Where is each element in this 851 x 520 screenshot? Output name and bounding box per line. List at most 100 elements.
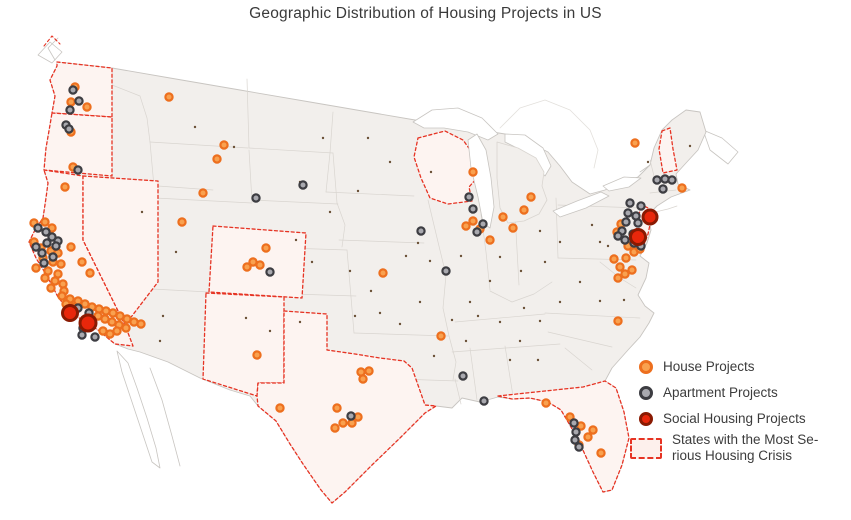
apartment-project-marker bbox=[42, 238, 52, 248]
apartment-project-marker bbox=[625, 198, 635, 208]
city-dot bbox=[476, 314, 480, 318]
city-dot bbox=[429, 170, 433, 174]
house-project-marker bbox=[252, 350, 262, 360]
apartment-project-marker bbox=[74, 96, 84, 106]
apartment-project-marker bbox=[574, 442, 584, 452]
state-border bbox=[448, 335, 457, 381]
apartment-project-marker bbox=[621, 217, 631, 227]
city-dot bbox=[418, 300, 422, 304]
legend-label-crisis: States with the Most Se- rious Housing C… bbox=[672, 432, 818, 464]
city-dot bbox=[416, 241, 420, 245]
vancouver-island bbox=[37, 41, 63, 64]
state-border bbox=[336, 202, 346, 248]
crisis-state-swatch-icon bbox=[630, 437, 662, 459]
apartment-project-marker bbox=[652, 175, 662, 185]
house-project-marker bbox=[358, 374, 368, 384]
house-project-marker bbox=[519, 205, 529, 215]
apartment-project-marker bbox=[479, 396, 489, 406]
house-project-marker bbox=[121, 323, 131, 333]
state-border bbox=[454, 313, 546, 323]
city-dot bbox=[578, 280, 582, 284]
apartment-project-marker bbox=[571, 427, 581, 437]
city-dot bbox=[428, 259, 432, 263]
great-lake bbox=[602, 176, 642, 192]
city-dot bbox=[522, 306, 526, 310]
state-border bbox=[149, 141, 249, 149]
house-marker-icon bbox=[639, 360, 653, 374]
canada-ontario-outline bbox=[499, 99, 599, 169]
crisis-coast-detail bbox=[43, 35, 61, 47]
house-project-marker bbox=[60, 182, 70, 192]
apartment-project-marker bbox=[464, 192, 474, 202]
legend-item-apartment: Apartment Projects bbox=[630, 380, 845, 406]
legend-item-social: Social Housing Projects bbox=[630, 406, 845, 432]
state-border bbox=[325, 191, 415, 197]
house-project-marker bbox=[136, 319, 146, 329]
house-project-marker bbox=[332, 403, 342, 413]
legend-label-crisis-line2: rious Housing Crisis bbox=[672, 448, 793, 464]
house-project-marker bbox=[596, 448, 606, 458]
city-dot bbox=[622, 298, 626, 302]
house-project-marker bbox=[40, 273, 50, 283]
city-dot bbox=[688, 144, 692, 148]
house-project-marker bbox=[31, 263, 41, 273]
house-project-marker bbox=[66, 242, 76, 252]
house-project-marker bbox=[338, 418, 348, 428]
house-project-marker bbox=[677, 183, 687, 193]
legend-item-house: House Projects bbox=[630, 354, 845, 380]
state-border bbox=[151, 288, 210, 293]
state-border bbox=[248, 149, 253, 203]
apartment-project-marker bbox=[48, 252, 58, 262]
apartment-project-marker bbox=[39, 258, 49, 268]
city-dot bbox=[598, 299, 602, 303]
city-dot bbox=[369, 289, 373, 293]
city-dot bbox=[356, 189, 360, 193]
social-housing-project-marker bbox=[78, 313, 98, 333]
legend: House Projects Apartment Projects Social… bbox=[630, 354, 845, 464]
house-project-marker bbox=[526, 192, 536, 202]
state-border bbox=[504, 345, 514, 397]
page-title: Geographic Distribution of Housing Proje… bbox=[249, 5, 602, 22]
apartment-project-marker bbox=[33, 223, 43, 233]
house-project-marker bbox=[177, 217, 187, 227]
state-border bbox=[338, 239, 425, 244]
apartment-project-marker bbox=[620, 235, 630, 245]
apartment-project-marker bbox=[633, 218, 643, 228]
city-dot bbox=[328, 210, 332, 214]
house-project-marker bbox=[219, 140, 229, 150]
house-project-marker bbox=[508, 223, 518, 233]
city-dot bbox=[538, 229, 542, 233]
apartment-project-marker bbox=[298, 180, 308, 190]
city-dot bbox=[321, 136, 325, 140]
apartment-project-marker bbox=[441, 266, 451, 276]
city-dot bbox=[558, 240, 562, 244]
house-project-marker bbox=[261, 243, 271, 253]
state-border bbox=[555, 197, 559, 259]
city-dot bbox=[140, 210, 144, 214]
house-project-marker bbox=[40, 217, 50, 227]
city-dot bbox=[464, 339, 468, 343]
apartment-project-marker bbox=[478, 219, 488, 229]
city-dot bbox=[298, 320, 302, 324]
apartment-project-marker bbox=[346, 411, 356, 421]
apartment-project-marker bbox=[416, 226, 426, 236]
house-project-marker bbox=[613, 316, 623, 326]
crisis-state-florida bbox=[497, 380, 630, 493]
city-dot bbox=[310, 260, 314, 264]
house-project-marker bbox=[609, 254, 619, 264]
state-border bbox=[346, 249, 352, 298]
state-border bbox=[353, 332, 449, 337]
gulf-of-california bbox=[149, 367, 181, 467]
canada-coast bbox=[47, 37, 59, 61]
apartment-project-marker bbox=[77, 330, 87, 340]
state-border bbox=[469, 347, 478, 401]
city-dot bbox=[519, 269, 523, 273]
crisis-state-texas bbox=[256, 310, 437, 504]
great-lake bbox=[412, 107, 499, 141]
crisis-state-new-mexico bbox=[202, 292, 285, 397]
city-dot bbox=[488, 279, 492, 283]
city-dot bbox=[353, 314, 357, 318]
michigan-mitten bbox=[496, 141, 548, 224]
state-border bbox=[454, 378, 462, 405]
house-project-marker bbox=[57, 291, 67, 301]
